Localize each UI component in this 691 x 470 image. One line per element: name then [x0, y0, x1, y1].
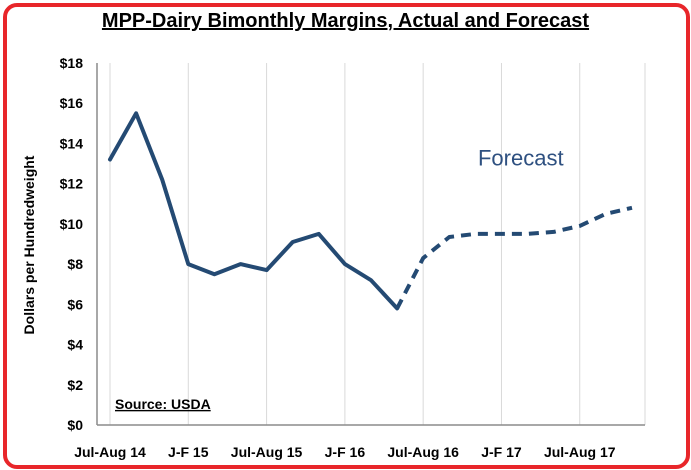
y-tick-label: $18: [60, 55, 84, 71]
y-tick-label: $2: [67, 377, 83, 393]
y-tick-label: $16: [60, 95, 84, 111]
y-tick-label: $12: [60, 176, 84, 192]
y-tick-label: $14: [60, 135, 84, 151]
actual-line: [108, 111, 400, 311]
x-tick-label: Jul-Aug 16: [387, 444, 459, 460]
y-tick-label: $6: [67, 296, 83, 312]
x-tick-labels: Jul-Aug 14 J-F 15 Jul-Aug 15 J-F 16 Jul-Aug …: [74, 444, 616, 460]
y-tick-label: $4: [67, 337, 83, 353]
series-lines: [108, 111, 633, 311]
x-tick-label: J-F 17: [481, 444, 522, 460]
chart-title: MPP-Dairy Bimonthly Margins, Actual and …: [101, 10, 590, 32]
x-tick-label: Jul-Aug 14: [74, 444, 146, 460]
source-annotation: Source: USDA: [115, 396, 211, 412]
x-tick-label: J-F 15: [168, 444, 209, 460]
y-axis-label: Dollars per Hundredweight: [21, 155, 37, 334]
x-tick-label: J-F 16: [325, 444, 366, 460]
forecast-line: [395, 205, 633, 310]
gridlines: [109, 63, 646, 425]
x-tick-label: Jul-Aug 17: [544, 444, 616, 460]
y-tick-label: $8: [67, 256, 83, 272]
chart-frame: [3, 3, 690, 469]
y-tick-labels: $0 $2 $4 $6 $8 $10 $12 $14 $16 $18: [60, 55, 84, 433]
forecast-annotation: Forecast: [478, 146, 564, 171]
x-tick-label: Jul-Aug 15: [231, 444, 303, 460]
y-tick-label: $10: [60, 216, 84, 232]
y-tick-label: $0: [67, 417, 83, 433]
axes: [96, 63, 645, 426]
annotations: Forecast Source: USDA: [115, 146, 564, 412]
